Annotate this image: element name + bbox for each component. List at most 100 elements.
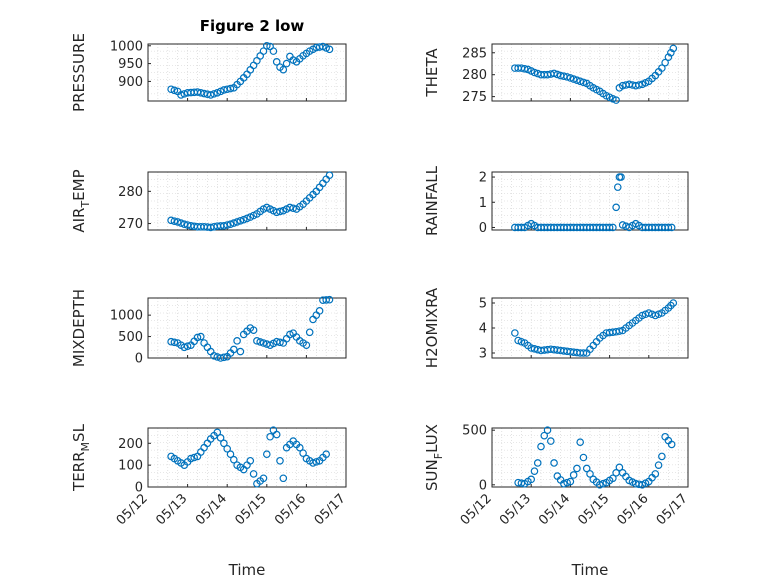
data-point: [644, 309, 653, 317]
y-axis-label-main: AIR: [70, 208, 88, 233]
data-point: [183, 342, 192, 351]
x-tick-label: 05/13: [153, 491, 190, 528]
axes-frame: [491, 43, 689, 102]
data-point: [517, 223, 526, 232]
y-tick-label: 0: [135, 352, 143, 367]
data-point: [272, 58, 281, 66]
data-point: [573, 464, 581, 473]
data-point: [249, 470, 258, 478]
data-point: [253, 337, 261, 345]
data-point: [177, 219, 185, 227]
data-point: [309, 459, 317, 467]
data-point: [325, 45, 334, 54]
data-point: [664, 223, 673, 232]
data-point: [226, 84, 235, 93]
y-axis-label-subscript: T: [79, 201, 92, 209]
data-series: [167, 41, 334, 99]
y-axis-label-main: PRESSURE: [70, 33, 88, 112]
data-point: [563, 73, 571, 81]
data-point: [170, 217, 179, 225]
data-point: [576, 438, 585, 447]
data-point: [514, 336, 522, 345]
y-tick-label: 1: [479, 196, 487, 211]
data-point: [262, 450, 271, 459]
y-tick-label: 2: [479, 171, 487, 186]
data-point: [233, 218, 241, 226]
y-tick-label: 5: [479, 297, 487, 312]
y-axis-label-subscript: F: [432, 453, 445, 459]
data-point: [669, 299, 678, 307]
data-point: [579, 453, 588, 462]
subplot-5: 0 500 1000 MIXDEPTH: [70, 289, 347, 367]
data-point: [177, 91, 185, 99]
data-point: [613, 183, 622, 191]
y-tick-label: 4: [479, 322, 487, 337]
data-point: [667, 301, 675, 310]
x-tick-label: 05/13: [497, 491, 534, 528]
data-point: [615, 327, 624, 335]
subplot-7: 0 100 200 05/12 05/13 05/14 05/15 05/16 05/17 TER…: [70, 423, 349, 579]
y-tick-label: 900: [118, 75, 143, 90]
data-point: [658, 64, 666, 72]
axes-frame: [147, 43, 347, 102]
y-tick-label: 200: [118, 437, 143, 452]
data-point: [612, 96, 620, 104]
axes-frame: [147, 297, 347, 359]
data-point: [256, 338, 265, 346]
subplot-1: 900 950 1000 PRESSURE: [70, 33, 347, 112]
y-axis-label: THETA: [423, 48, 441, 98]
data-point: [220, 353, 228, 362]
data-point: [669, 44, 678, 53]
data-point: [615, 463, 624, 472]
data-point: [651, 470, 660, 478]
data-point: [579, 349, 588, 357]
data-point: [322, 296, 331, 304]
data-point: [576, 77, 585, 86]
data-point: [530, 68, 539, 77]
subplot-8: 0 500 05/12 05/13 05/14 05/15 05/16 05/17 SUNFLU…: [423, 424, 691, 579]
data-point: [315, 307, 324, 315]
data-point: [259, 339, 268, 347]
data-point: [269, 47, 278, 55]
y-axis-label: TERRMSL: [70, 423, 92, 492]
data-point: [180, 343, 189, 352]
data-point: [560, 479, 568, 488]
data-point: [566, 74, 575, 82]
data-point: [236, 347, 245, 356]
data-point: [511, 329, 519, 337]
x-axis-label: Time: [571, 561, 609, 579]
data-point: [167, 85, 175, 94]
data-point: [190, 453, 199, 462]
x-tick-label: 05/17: [654, 491, 691, 528]
data-point: [246, 456, 255, 465]
y-axis-label-suffix: EMP: [70, 169, 88, 200]
data-point: [299, 449, 307, 457]
y-axis-label-main: TERR: [70, 451, 88, 492]
x-tick-label: 05/17: [312, 491, 349, 528]
data-point: [259, 474, 268, 483]
y-axis-label-suffix: SL: [70, 423, 88, 442]
data-point: [266, 432, 274, 441]
data-point: [243, 214, 251, 223]
y-axis-label-suffix: LUX: [423, 424, 441, 453]
data-point: [170, 338, 179, 347]
data-point: [543, 426, 552, 434]
axes-frame: [147, 171, 347, 231]
data-point: [638, 311, 647, 320]
data-point: [210, 352, 218, 360]
data-point: [206, 91, 215, 99]
y-axis-label-main: THETA: [423, 48, 441, 98]
data-point: [282, 59, 291, 68]
subplot-3: 270 280 AIRTEMP: [70, 169, 347, 233]
data-point: [527, 475, 536, 484]
x-tick-label: 05/12: [458, 491, 495, 528]
data-point: [302, 341, 311, 349]
data-point: [233, 337, 241, 345]
subplot-6: 3 4 5 H2OMIXRA: [423, 287, 689, 368]
data-point: [537, 442, 545, 451]
x-tick-label: 05/16: [272, 491, 309, 528]
data-point: [651, 311, 660, 320]
data-series: [511, 299, 678, 357]
data-point: [272, 430, 281, 439]
